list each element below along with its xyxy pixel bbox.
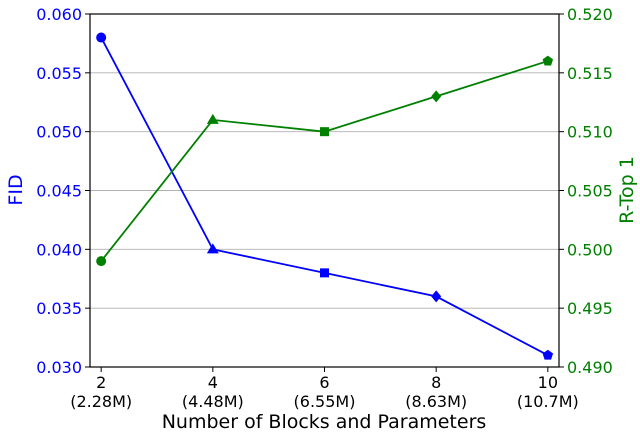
left-tick-label: 0.055 — [36, 64, 82, 83]
left-axis: 0.030 0.035 0.040 0.045 0.050 0.055 0.060 — [36, 5, 90, 377]
data-point — [96, 256, 106, 266]
data-point — [543, 56, 553, 66]
left-tick-label: 0.045 — [36, 182, 82, 201]
right-tick-label: 0.490 — [567, 358, 613, 377]
left-tick-label: 0.060 — [36, 5, 82, 24]
series-line — [101, 61, 548, 261]
x-tick-sublabel: (6.55M) — [294, 392, 356, 411]
data-point — [320, 268, 329, 277]
left-tick-label: 0.030 — [36, 358, 82, 377]
x-tick-label: 10 — [538, 373, 558, 392]
right-tick-label: 0.515 — [567, 64, 613, 83]
x-axis: 2(2.28M) 4(4.48M) 6(6.55M) 8(8.63M) 10(10.7M… — [70, 367, 579, 411]
data-point — [431, 90, 441, 102]
data-point — [207, 243, 219, 253]
left-tick-label: 0.050 — [36, 123, 82, 142]
x-tick-label: 6 — [319, 373, 329, 392]
left-tick-label: 0.035 — [36, 299, 82, 318]
x-tick-label: 8 — [431, 373, 441, 392]
right-tick-label: 0.520 — [567, 5, 613, 24]
right-axis: 0.490 0.495 0.500 0.505 0.510 0.515 0.520 — [559, 5, 613, 377]
x-tick-sublabel: (10.7M) — [517, 392, 579, 411]
right-tick-label: 0.500 — [567, 240, 613, 259]
x-tick-sublabel: (4.48M) — [182, 392, 244, 411]
x-tick-label: 4 — [208, 373, 218, 392]
right-axis-label: R-Top 1 — [616, 156, 638, 224]
right-tick-label: 0.510 — [567, 123, 613, 142]
right-tick-label: 0.505 — [567, 182, 613, 201]
right-tick-label: 0.495 — [567, 299, 613, 318]
left-tick-label: 0.040 — [36, 240, 82, 259]
x-tick-sublabel: (2.28M) — [70, 392, 132, 411]
data-point — [96, 33, 106, 43]
series-line — [101, 38, 548, 356]
data-point — [320, 127, 329, 136]
x-axis-label: Number of Blocks and Parameters — [162, 411, 487, 433]
x-tick-sublabel: (8.63M) — [405, 392, 467, 411]
series-right — [96, 56, 553, 267]
data-point — [431, 290, 441, 302]
x-tick-label: 2 — [96, 373, 106, 392]
series-layer — [96, 33, 553, 360]
data-point — [207, 114, 219, 124]
data-point — [543, 350, 553, 360]
left-axis-label: FID — [5, 174, 27, 205]
